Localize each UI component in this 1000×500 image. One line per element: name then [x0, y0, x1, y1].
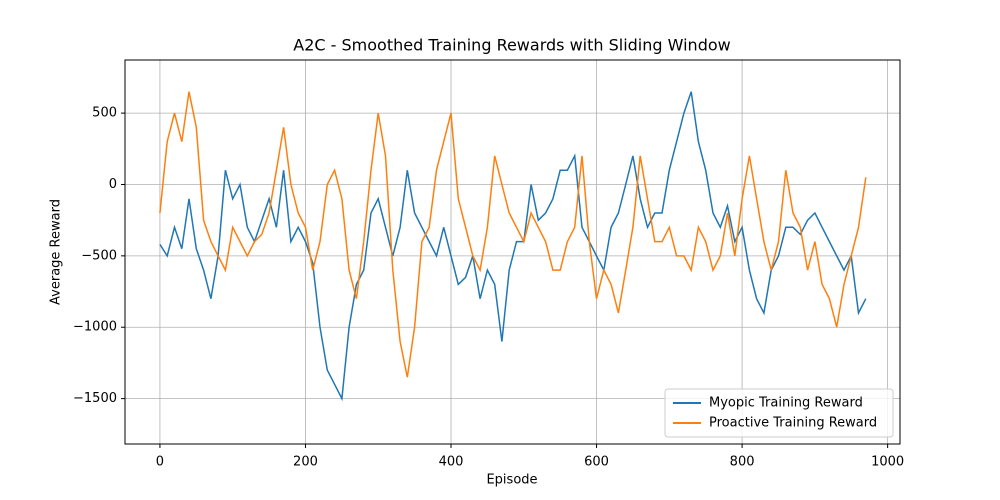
plot-frame [124, 59, 901, 445]
chart-title: A2C - Smoothed Training Rewards with Sli… [293, 36, 730, 55]
y-tick-label: −1500 [73, 391, 117, 406]
series-line [159, 91, 867, 378]
legend-label: Myopic Training Reward [709, 396, 863, 411]
y-tick-label: −1000 [73, 320, 117, 335]
x-tick-label: 600 [584, 455, 609, 470]
x-tick-label: 1000 [871, 455, 904, 470]
x-tick-label: 400 [439, 455, 464, 470]
legend-label: Proactive Training Reward [709, 416, 877, 431]
y-tick-label: −500 [81, 248, 117, 263]
y-tick-label: 500 [92, 106, 117, 121]
y-axis-label: Average Reward [49, 199, 64, 305]
y-tick-label: 0 [109, 177, 117, 192]
x-axis-label: Episode [486, 473, 537, 488]
series-line [159, 91, 867, 402]
x-tick-label: 200 [293, 455, 318, 470]
legend-box [664, 388, 894, 438]
x-tick-label: 800 [730, 455, 755, 470]
x-tick-label: 0 [156, 455, 164, 470]
